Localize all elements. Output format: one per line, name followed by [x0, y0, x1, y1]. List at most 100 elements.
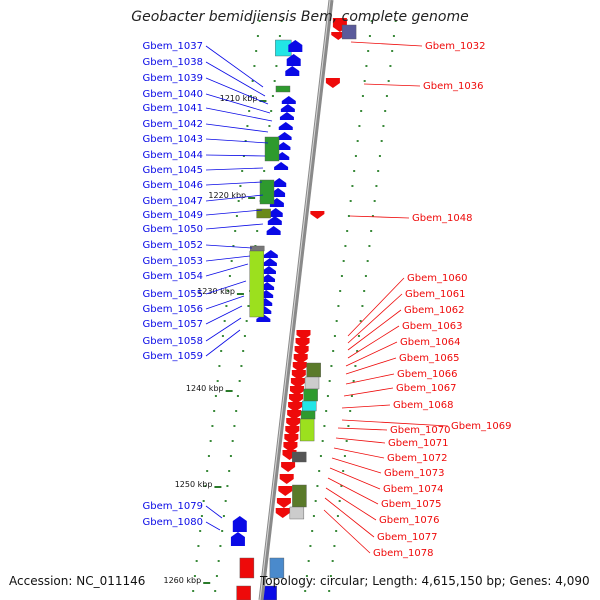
right-label-leader [323, 509, 371, 554]
right-gene-label: Gbem_1077 [377, 532, 437, 543]
track-dot [222, 515, 225, 517]
track-dot [314, 500, 317, 502]
right-gene-label: Gbem_1064 [400, 337, 460, 348]
track-dot [242, 350, 245, 352]
right-label-leader [325, 487, 377, 521]
left-label-leader [205, 45, 264, 88]
reverse-gene [283, 442, 298, 452]
track-dot [340, 275, 343, 277]
track-dot [231, 440, 234, 442]
forward-gene [281, 96, 296, 104]
reverse-gene [287, 410, 302, 420]
track-dot [356, 140, 359, 142]
track-dot [199, 530, 202, 532]
track-dot [219, 545, 222, 547]
reverse-gene [279, 474, 294, 484]
track-dot [354, 365, 357, 367]
track-dot [326, 395, 329, 397]
right-label-leader [350, 41, 423, 47]
track-dot [350, 395, 353, 397]
left-gene-label: Gbem_1049 [143, 210, 203, 221]
kbp-tick-label: 1250 kbp [175, 480, 213, 489]
track-dot [211, 425, 214, 427]
track-dot [251, 80, 254, 82]
accession-text: Accession: NC_011146 [9, 574, 146, 588]
track-dot [246, 125, 249, 127]
track-dot [192, 590, 195, 592]
right-label-leader [345, 341, 398, 367]
right-label-leader [329, 467, 381, 490]
track-dot [258, 20, 261, 22]
track-dot [323, 425, 326, 427]
track-dot [229, 455, 232, 457]
left-gene-label: Gbem_1059 [143, 351, 203, 362]
track-dot [228, 275, 231, 277]
track-dot [367, 50, 370, 52]
right-gene-label: Gbem_1036 [423, 81, 483, 92]
forward-gene [232, 516, 247, 532]
track-dot [363, 80, 366, 82]
left-label-leader [205, 505, 223, 519]
kbp-tick-label: 1210 kbp [220, 94, 258, 103]
track-dot [278, 35, 281, 37]
forward-gene [262, 258, 277, 266]
left-gene-label: Gbem_1038 [143, 57, 203, 68]
forward-gene [271, 188, 286, 197]
reverse-gene [310, 211, 325, 219]
track-dot [316, 485, 319, 487]
left-gene-label: Gbem_1047 [143, 196, 203, 207]
right-gene-label: Gbem_1074 [383, 484, 443, 495]
left-label-leader [205, 123, 269, 133]
forward-gene [266, 226, 281, 235]
track-dot [340, 485, 343, 487]
track-dot [347, 215, 350, 217]
left-label-leader [205, 167, 264, 171]
left-label-leader [205, 93, 271, 114]
forward-gene [269, 198, 284, 207]
reverse-gene [294, 346, 309, 356]
left-gene-label: Gbem_1055 [143, 289, 203, 300]
right-gene-label: Gbem_1066 [397, 369, 457, 380]
right-gene-label: Gbem_1048 [412, 213, 472, 224]
track-dot [328, 380, 331, 382]
green-block [300, 410, 316, 420]
grey-block [289, 506, 305, 520]
right-gene-label: Gbem_1076 [379, 515, 439, 526]
track-dot [235, 410, 238, 412]
track-dot [256, 35, 259, 37]
forward-gene [277, 132, 292, 140]
track-dot [335, 320, 338, 322]
left-gene-label: Gbem_1080 [143, 517, 203, 528]
track-dot [368, 245, 371, 247]
track-dot [359, 320, 362, 322]
track-dot [331, 560, 334, 562]
right-gene-label: Gbem_1072 [387, 453, 447, 464]
track-dot [378, 155, 381, 157]
track-dot [319, 455, 322, 457]
reverse-gene [331, 32, 346, 40]
track-dot [345, 440, 348, 442]
left-gene-label: Gbem_1043 [143, 134, 203, 145]
right-gene-label: Gbem_1068 [393, 400, 453, 411]
left-gene-label: Gbem_1053 [143, 256, 203, 267]
track-dot [271, 95, 274, 97]
right-gene-label: Gbem_1032 [425, 41, 485, 52]
track-dot [391, 50, 394, 52]
track-dot [394, 20, 397, 22]
track-dot [364, 275, 367, 277]
left-label-leader [205, 77, 269, 105]
track-dot [280, 20, 283, 22]
left-label-leader [205, 329, 241, 357]
right-label-leader [324, 497, 375, 538]
forward-gene [276, 142, 291, 150]
track-dot [342, 470, 345, 472]
reverse-gene [278, 486, 293, 496]
left-label-leader [205, 280, 247, 295]
track-dot [370, 230, 373, 232]
forward-gene [274, 162, 289, 170]
left-gene-label: Gbem_1054 [143, 271, 203, 282]
right-label-leader [341, 404, 391, 409]
grey-block [304, 376, 320, 390]
right-label-leader [363, 83, 421, 87]
track-dot [275, 65, 278, 67]
